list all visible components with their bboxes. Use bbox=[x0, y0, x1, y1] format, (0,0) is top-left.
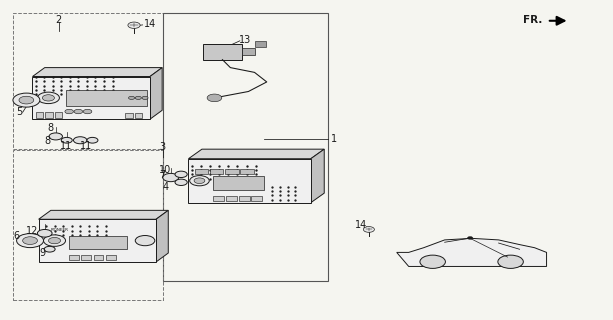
Polygon shape bbox=[32, 76, 150, 119]
Polygon shape bbox=[225, 169, 238, 174]
Text: 4: 4 bbox=[163, 182, 169, 192]
Circle shape bbox=[498, 255, 524, 268]
Text: 7: 7 bbox=[159, 170, 166, 180]
Polygon shape bbox=[36, 112, 43, 118]
Circle shape bbox=[83, 109, 92, 114]
Polygon shape bbox=[226, 196, 237, 201]
Circle shape bbox=[13, 93, 40, 107]
Polygon shape bbox=[69, 255, 79, 260]
Text: 6: 6 bbox=[13, 231, 19, 241]
Text: 3: 3 bbox=[160, 142, 166, 152]
Text: 14: 14 bbox=[356, 220, 368, 230]
Circle shape bbox=[44, 235, 66, 246]
Circle shape bbox=[65, 109, 74, 114]
Circle shape bbox=[19, 96, 34, 104]
Polygon shape bbox=[202, 44, 242, 60]
Circle shape bbox=[420, 255, 446, 268]
Circle shape bbox=[87, 137, 98, 143]
Polygon shape bbox=[45, 112, 53, 118]
FancyArrowPatch shape bbox=[550, 17, 565, 25]
Polygon shape bbox=[32, 68, 162, 76]
Circle shape bbox=[49, 133, 63, 140]
Polygon shape bbox=[311, 149, 324, 203]
Circle shape bbox=[44, 246, 55, 252]
Text: 13: 13 bbox=[239, 35, 251, 44]
Circle shape bbox=[364, 227, 375, 232]
Text: 9: 9 bbox=[39, 248, 45, 258]
Text: FR.: FR. bbox=[523, 15, 542, 25]
Circle shape bbox=[163, 173, 178, 182]
Polygon shape bbox=[188, 159, 311, 203]
Circle shape bbox=[142, 96, 148, 100]
Text: 11: 11 bbox=[80, 141, 93, 151]
Text: 5: 5 bbox=[16, 107, 22, 117]
Polygon shape bbox=[240, 169, 254, 174]
Polygon shape bbox=[213, 196, 224, 201]
Polygon shape bbox=[39, 219, 156, 262]
Circle shape bbox=[194, 178, 205, 183]
Text: 14: 14 bbox=[145, 19, 157, 28]
Circle shape bbox=[17, 234, 44, 248]
Polygon shape bbox=[210, 169, 223, 174]
Circle shape bbox=[135, 236, 155, 246]
Circle shape bbox=[129, 96, 135, 100]
Text: 8: 8 bbox=[44, 136, 50, 146]
Text: 2: 2 bbox=[56, 15, 62, 25]
Polygon shape bbox=[69, 236, 127, 249]
Circle shape bbox=[189, 176, 209, 186]
Circle shape bbox=[175, 179, 187, 186]
Polygon shape bbox=[251, 196, 262, 201]
Polygon shape bbox=[126, 113, 133, 118]
Text: 8: 8 bbox=[48, 123, 54, 132]
Polygon shape bbox=[156, 210, 169, 262]
Text: 12: 12 bbox=[26, 226, 39, 236]
Circle shape bbox=[175, 171, 187, 178]
Polygon shape bbox=[94, 255, 104, 260]
Circle shape bbox=[42, 95, 55, 101]
Polygon shape bbox=[39, 210, 169, 219]
Polygon shape bbox=[397, 238, 547, 267]
Polygon shape bbox=[242, 48, 254, 55]
Polygon shape bbox=[213, 176, 264, 190]
Polygon shape bbox=[194, 169, 208, 174]
Circle shape bbox=[48, 237, 61, 244]
Polygon shape bbox=[254, 41, 265, 47]
Polygon shape bbox=[238, 196, 249, 201]
Circle shape bbox=[61, 137, 72, 143]
Polygon shape bbox=[150, 68, 162, 119]
Text: 11: 11 bbox=[60, 141, 72, 151]
Polygon shape bbox=[55, 112, 63, 118]
Circle shape bbox=[135, 96, 142, 100]
Text: 10: 10 bbox=[159, 165, 171, 175]
Polygon shape bbox=[188, 149, 324, 159]
Circle shape bbox=[37, 229, 52, 237]
Circle shape bbox=[23, 237, 37, 244]
Circle shape bbox=[207, 94, 222, 102]
Text: 1: 1 bbox=[331, 134, 337, 144]
Circle shape bbox=[74, 109, 83, 114]
Polygon shape bbox=[66, 90, 147, 107]
Circle shape bbox=[37, 92, 59, 104]
Text: PIONEER: PIONEER bbox=[51, 228, 69, 232]
Circle shape bbox=[128, 22, 140, 28]
Circle shape bbox=[74, 137, 87, 144]
Circle shape bbox=[468, 236, 473, 239]
Polygon shape bbox=[135, 113, 142, 118]
Polygon shape bbox=[106, 255, 116, 260]
Polygon shape bbox=[82, 255, 91, 260]
